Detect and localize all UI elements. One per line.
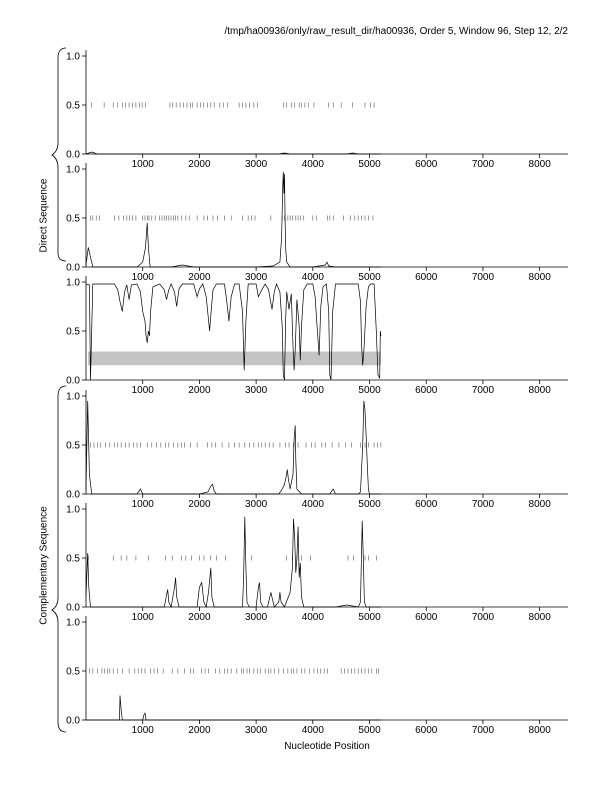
x-tick-label: 8000 (529, 499, 552, 510)
x-tick-label: 1000 (132, 499, 155, 510)
x-tick-label: 1000 (132, 385, 155, 396)
x-tick-label: 7000 (472, 499, 495, 510)
y-tick-label: 0.0 (66, 263, 80, 274)
direct-bracket (51, 47, 67, 262)
x-tick-label: 4000 (302, 385, 325, 396)
y-tick-label: 1.0 (66, 618, 80, 629)
x-tick-label: 7000 (472, 385, 495, 396)
x-tick-label: 5000 (358, 612, 381, 623)
x-tick-label: 3000 (245, 272, 268, 283)
x-tick-label: 2000 (188, 725, 211, 736)
x-tick-label: 4000 (302, 612, 325, 623)
x-tick-label: 6000 (415, 725, 438, 736)
x-tick-label: 3000 (245, 612, 268, 623)
x-tick-label: 6000 (415, 612, 438, 623)
y-tick-label: 1.0 (66, 505, 80, 516)
x-tick-label: 6000 (415, 272, 438, 283)
x-tick-label: 2000 (188, 499, 211, 510)
x-axis-label: Nucleotide Position (284, 741, 370, 752)
series-line (85, 282, 382, 381)
x-tick-label: 8000 (529, 272, 552, 283)
x-tick-label: 1000 (132, 725, 155, 736)
x-tick-label: 2000 (188, 159, 211, 170)
panel-6: 0.0 0.5 1.0 1000 2000 3000 4000 5000 6000 7000 800… (66, 616, 568, 736)
x-tick-label: 4000 (302, 499, 325, 510)
y-tick-label: 1.0 (66, 392, 80, 403)
y-tick-label: 0.0 (66, 490, 80, 501)
x-tick-label: 1000 (132, 159, 155, 170)
x-tick-label: 3000 (245, 385, 268, 396)
x-tick-label: 5000 (358, 499, 381, 510)
x-tick-label: 7000 (472, 725, 495, 736)
y-tick-label: 0.5 (66, 441, 80, 452)
x-tick-label: 2000 (188, 612, 211, 623)
complementary-bracket (51, 385, 67, 733)
y-tick-label: 0.5 (66, 101, 80, 112)
x-tick-label: 3000 (245, 499, 268, 510)
y-tick-label: 1.0 (66, 52, 80, 63)
figure-header: /tmp/ha00936/only/raw_result_dir/ha00936… (224, 26, 568, 37)
x-tick-label: 5000 (358, 385, 381, 396)
x-tick-label: 5000 (358, 159, 381, 170)
panel-4: 0.0 0.5 1.0 1000 2000 3000 4000 5000 6000 7000 800… (66, 390, 568, 510)
panel-2: 0.0 0.5 1.0 1000 2000 3000 4000 5000 6000 7000 800… (66, 163, 568, 283)
y-tick-label: 0.5 (66, 554, 80, 565)
y-tick-label: 0.5 (66, 214, 80, 225)
x-tick-label: 7000 (472, 612, 495, 623)
x-tick-label: 6000 (415, 385, 438, 396)
x-tick-label: 6000 (415, 499, 438, 510)
x-tick-label: 8000 (529, 612, 552, 623)
series-line (85, 151, 381, 155)
x-tick-label: 2000 (188, 385, 211, 396)
y-tick-label: 0.0 (66, 150, 80, 161)
y-tick-label: 0.0 (66, 603, 80, 614)
x-tick-label: 5000 (358, 725, 381, 736)
x-tick-label: 8000 (529, 159, 552, 170)
x-tick-label: 1000 (132, 272, 155, 283)
series-line (85, 516, 381, 609)
x-tick-label: 3000 (245, 159, 268, 170)
shaded-band (88, 351, 381, 366)
x-tick-label: 2000 (188, 272, 211, 283)
x-tick-label: 3000 (245, 725, 268, 736)
panel-3: 0.0 0.5 1.0 1000 2000 3000 4000 5000 6000 7000 800… (66, 276, 568, 396)
x-tick-label: 8000 (529, 725, 552, 736)
x-tick-label: 4000 (302, 159, 325, 170)
y-tick-label: 1.0 (66, 278, 80, 289)
x-tick-label: 1000 (132, 612, 155, 623)
x-tick-label: 4000 (302, 725, 325, 736)
y-tick-label: 0.5 (66, 667, 80, 678)
x-tick-label: 5000 (358, 272, 381, 283)
series-line (85, 400, 381, 495)
y-tick-label: 0.0 (66, 716, 80, 727)
x-tick-label: 7000 (472, 159, 495, 170)
y-tick-label: 1.0 (66, 165, 80, 176)
x-tick-label: 8000 (529, 385, 552, 396)
direct-sequence-label: Direct Sequence (38, 178, 50, 253)
x-tick-label: 7000 (472, 272, 495, 283)
x-tick-label: 4000 (302, 272, 325, 283)
series-line (85, 171, 381, 268)
panel-5: 0.0 0.5 1.0 1000 2000 3000 4000 5000 6000 7000 800… (66, 503, 568, 623)
y-tick-label: 0.5 (66, 327, 80, 338)
complementary-sequence-label: Complementary Sequence (38, 506, 50, 625)
series-line (86, 695, 381, 721)
x-tick-label: 6000 (415, 159, 438, 170)
y-tick-label: 0.0 (66, 376, 80, 387)
panel-1: 0.0 0.5 1.0 1000 2000 3000 4000 5000 6000 7000 800… (66, 50, 568, 170)
